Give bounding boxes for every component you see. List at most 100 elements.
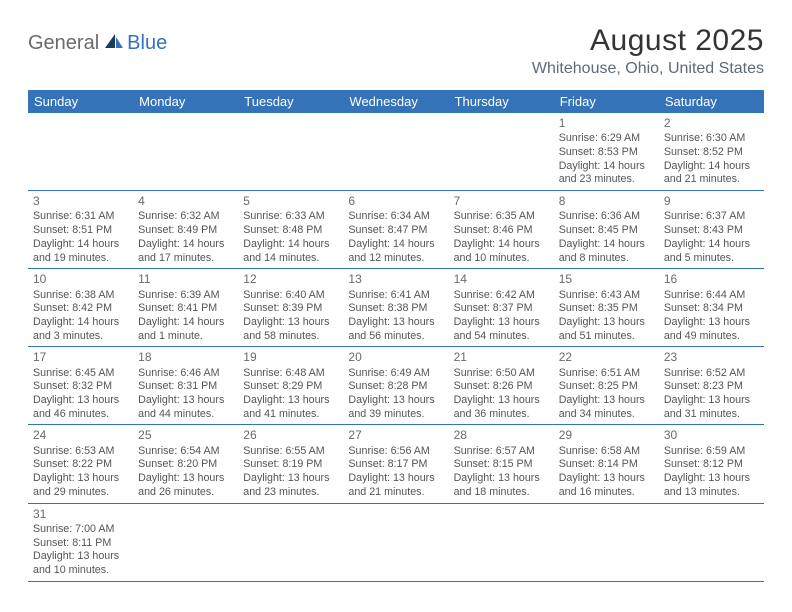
sunset-text: Sunset: 8:51 PM — [33, 224, 128, 238]
day-number: 30 — [664, 428, 759, 443]
daylight2-text: and 19 minutes. — [33, 252, 128, 266]
calendar-cell: 6Sunrise: 6:34 AMSunset: 8:47 PMDaylight… — [343, 191, 448, 269]
day-number: 13 — [348, 272, 443, 287]
sunrise-text: Sunrise: 6:31 AM — [33, 210, 128, 224]
daylight1-text: Daylight: 13 hours — [559, 394, 654, 408]
daylight2-text: and 18 minutes. — [454, 486, 549, 500]
day-number: 22 — [559, 350, 654, 365]
daylight2-text: and 13 minutes. — [664, 486, 759, 500]
daylight1-text: Daylight: 14 hours — [138, 316, 233, 330]
daylight1-text: Daylight: 13 hours — [33, 550, 128, 564]
calendar-cell: 12Sunrise: 6:40 AMSunset: 8:39 PMDayligh… — [238, 269, 343, 347]
weekday-header: Tuesday — [238, 90, 343, 113]
daylight1-text: Daylight: 14 hours — [348, 238, 443, 252]
calendar-cell: 9Sunrise: 6:37 AMSunset: 8:43 PMDaylight… — [659, 191, 764, 269]
daylight2-text: and 56 minutes. — [348, 330, 443, 344]
calendar-cell — [343, 503, 448, 581]
sunrise-text: Sunrise: 7:00 AM — [33, 523, 128, 537]
sunrise-text: Sunrise: 6:48 AM — [243, 367, 338, 381]
calendar-body: 1Sunrise: 6:29 AMSunset: 8:53 PMDaylight… — [28, 113, 764, 581]
sunset-text: Sunset: 8:12 PM — [664, 458, 759, 472]
sunset-text: Sunset: 8:45 PM — [559, 224, 654, 238]
daylight2-text: and 16 minutes. — [559, 486, 654, 500]
day-number: 14 — [454, 272, 549, 287]
sunrise-text: Sunrise: 6:50 AM — [454, 367, 549, 381]
day-number: 8 — [559, 194, 654, 209]
calendar-cell: 10Sunrise: 6:38 AMSunset: 8:42 PMDayligh… — [28, 269, 133, 347]
calendar-cell — [238, 113, 343, 191]
day-number: 20 — [348, 350, 443, 365]
day-number: 11 — [138, 272, 233, 287]
sunset-text: Sunset: 8:31 PM — [138, 380, 233, 394]
sunset-text: Sunset: 8:43 PM — [664, 224, 759, 238]
daylight2-text: and 29 minutes. — [33, 486, 128, 500]
sunrise-text: Sunrise: 6:55 AM — [243, 445, 338, 459]
weekday-header-row: Sunday Monday Tuesday Wednesday Thursday… — [28, 90, 764, 113]
calendar-cell: 17Sunrise: 6:45 AMSunset: 8:32 PMDayligh… — [28, 347, 133, 425]
daylight1-text: Daylight: 13 hours — [243, 394, 338, 408]
calendar-cell: 23Sunrise: 6:52 AMSunset: 8:23 PMDayligh… — [659, 347, 764, 425]
calendar-cell: 24Sunrise: 6:53 AMSunset: 8:22 PMDayligh… — [28, 425, 133, 503]
sunset-text: Sunset: 8:39 PM — [243, 302, 338, 316]
day-number: 12 — [243, 272, 338, 287]
daylight2-text: and 26 minutes. — [138, 486, 233, 500]
sunset-text: Sunset: 8:34 PM — [664, 302, 759, 316]
daylight2-text: and 1 minute. — [138, 330, 233, 344]
calendar-row: 3Sunrise: 6:31 AMSunset: 8:51 PMDaylight… — [28, 191, 764, 269]
sunrise-text: Sunrise: 6:58 AM — [559, 445, 654, 459]
daylight2-text: and 49 minutes. — [664, 330, 759, 344]
daylight2-text: and 21 minutes. — [348, 486, 443, 500]
logo-text-blue: Blue — [127, 32, 167, 55]
sunrise-text: Sunrise: 6:29 AM — [559, 132, 654, 146]
calendar-cell: 16Sunrise: 6:44 AMSunset: 8:34 PMDayligh… — [659, 269, 764, 347]
day-number: 23 — [664, 350, 759, 365]
daylight2-text: and 36 minutes. — [454, 408, 549, 422]
day-number: 24 — [33, 428, 128, 443]
day-number: 21 — [454, 350, 549, 365]
calendar-cell: 8Sunrise: 6:36 AMSunset: 8:45 PMDaylight… — [554, 191, 659, 269]
calendar-cell: 18Sunrise: 6:46 AMSunset: 8:31 PMDayligh… — [133, 347, 238, 425]
daylight1-text: Daylight: 14 hours — [664, 238, 759, 252]
day-number: 25 — [138, 428, 233, 443]
daylight2-text: and 41 minutes. — [243, 408, 338, 422]
day-number: 5 — [243, 194, 338, 209]
month-title: August 2025 — [532, 24, 764, 58]
daylight1-text: Daylight: 14 hours — [559, 238, 654, 252]
sunrise-text: Sunrise: 6:32 AM — [138, 210, 233, 224]
day-number: 9 — [664, 194, 759, 209]
day-number: 2 — [664, 116, 759, 131]
daylight1-text: Daylight: 13 hours — [348, 316, 443, 330]
day-number: 4 — [138, 194, 233, 209]
daylight2-text: and 10 minutes. — [454, 252, 549, 266]
daylight1-text: Daylight: 13 hours — [664, 472, 759, 486]
sunset-text: Sunset: 8:41 PM — [138, 302, 233, 316]
daylight1-text: Daylight: 14 hours — [33, 238, 128, 252]
calendar-cell — [554, 503, 659, 581]
weekday-header: Sunday — [28, 90, 133, 113]
day-number: 10 — [33, 272, 128, 287]
daylight2-text: and 12 minutes. — [348, 252, 443, 266]
sunset-text: Sunset: 8:15 PM — [454, 458, 549, 472]
calendar-cell — [238, 503, 343, 581]
sunrise-text: Sunrise: 6:49 AM — [348, 367, 443, 381]
calendar-cell: 15Sunrise: 6:43 AMSunset: 8:35 PMDayligh… — [554, 269, 659, 347]
weekday-header: Thursday — [449, 90, 554, 113]
sunrise-text: Sunrise: 6:39 AM — [138, 289, 233, 303]
day-number: 19 — [243, 350, 338, 365]
daylight2-text: and 34 minutes. — [559, 408, 654, 422]
day-number: 27 — [348, 428, 443, 443]
sunrise-text: Sunrise: 6:54 AM — [138, 445, 233, 459]
sunrise-text: Sunrise: 6:40 AM — [243, 289, 338, 303]
daylight1-text: Daylight: 14 hours — [559, 160, 654, 174]
daylight1-text: Daylight: 13 hours — [348, 394, 443, 408]
calendar-cell: 28Sunrise: 6:57 AMSunset: 8:15 PMDayligh… — [449, 425, 554, 503]
logo: General Blue — [28, 24, 167, 55]
weekday-header: Monday — [133, 90, 238, 113]
calendar-cell: 25Sunrise: 6:54 AMSunset: 8:20 PMDayligh… — [133, 425, 238, 503]
calendar-cell: 19Sunrise: 6:48 AMSunset: 8:29 PMDayligh… — [238, 347, 343, 425]
calendar-cell: 1Sunrise: 6:29 AMSunset: 8:53 PMDaylight… — [554, 113, 659, 191]
daylight1-text: Daylight: 14 hours — [454, 238, 549, 252]
title-block: August 2025 Whitehouse, Ohio, United Sta… — [532, 24, 764, 78]
sunrise-text: Sunrise: 6:53 AM — [33, 445, 128, 459]
day-number: 6 — [348, 194, 443, 209]
